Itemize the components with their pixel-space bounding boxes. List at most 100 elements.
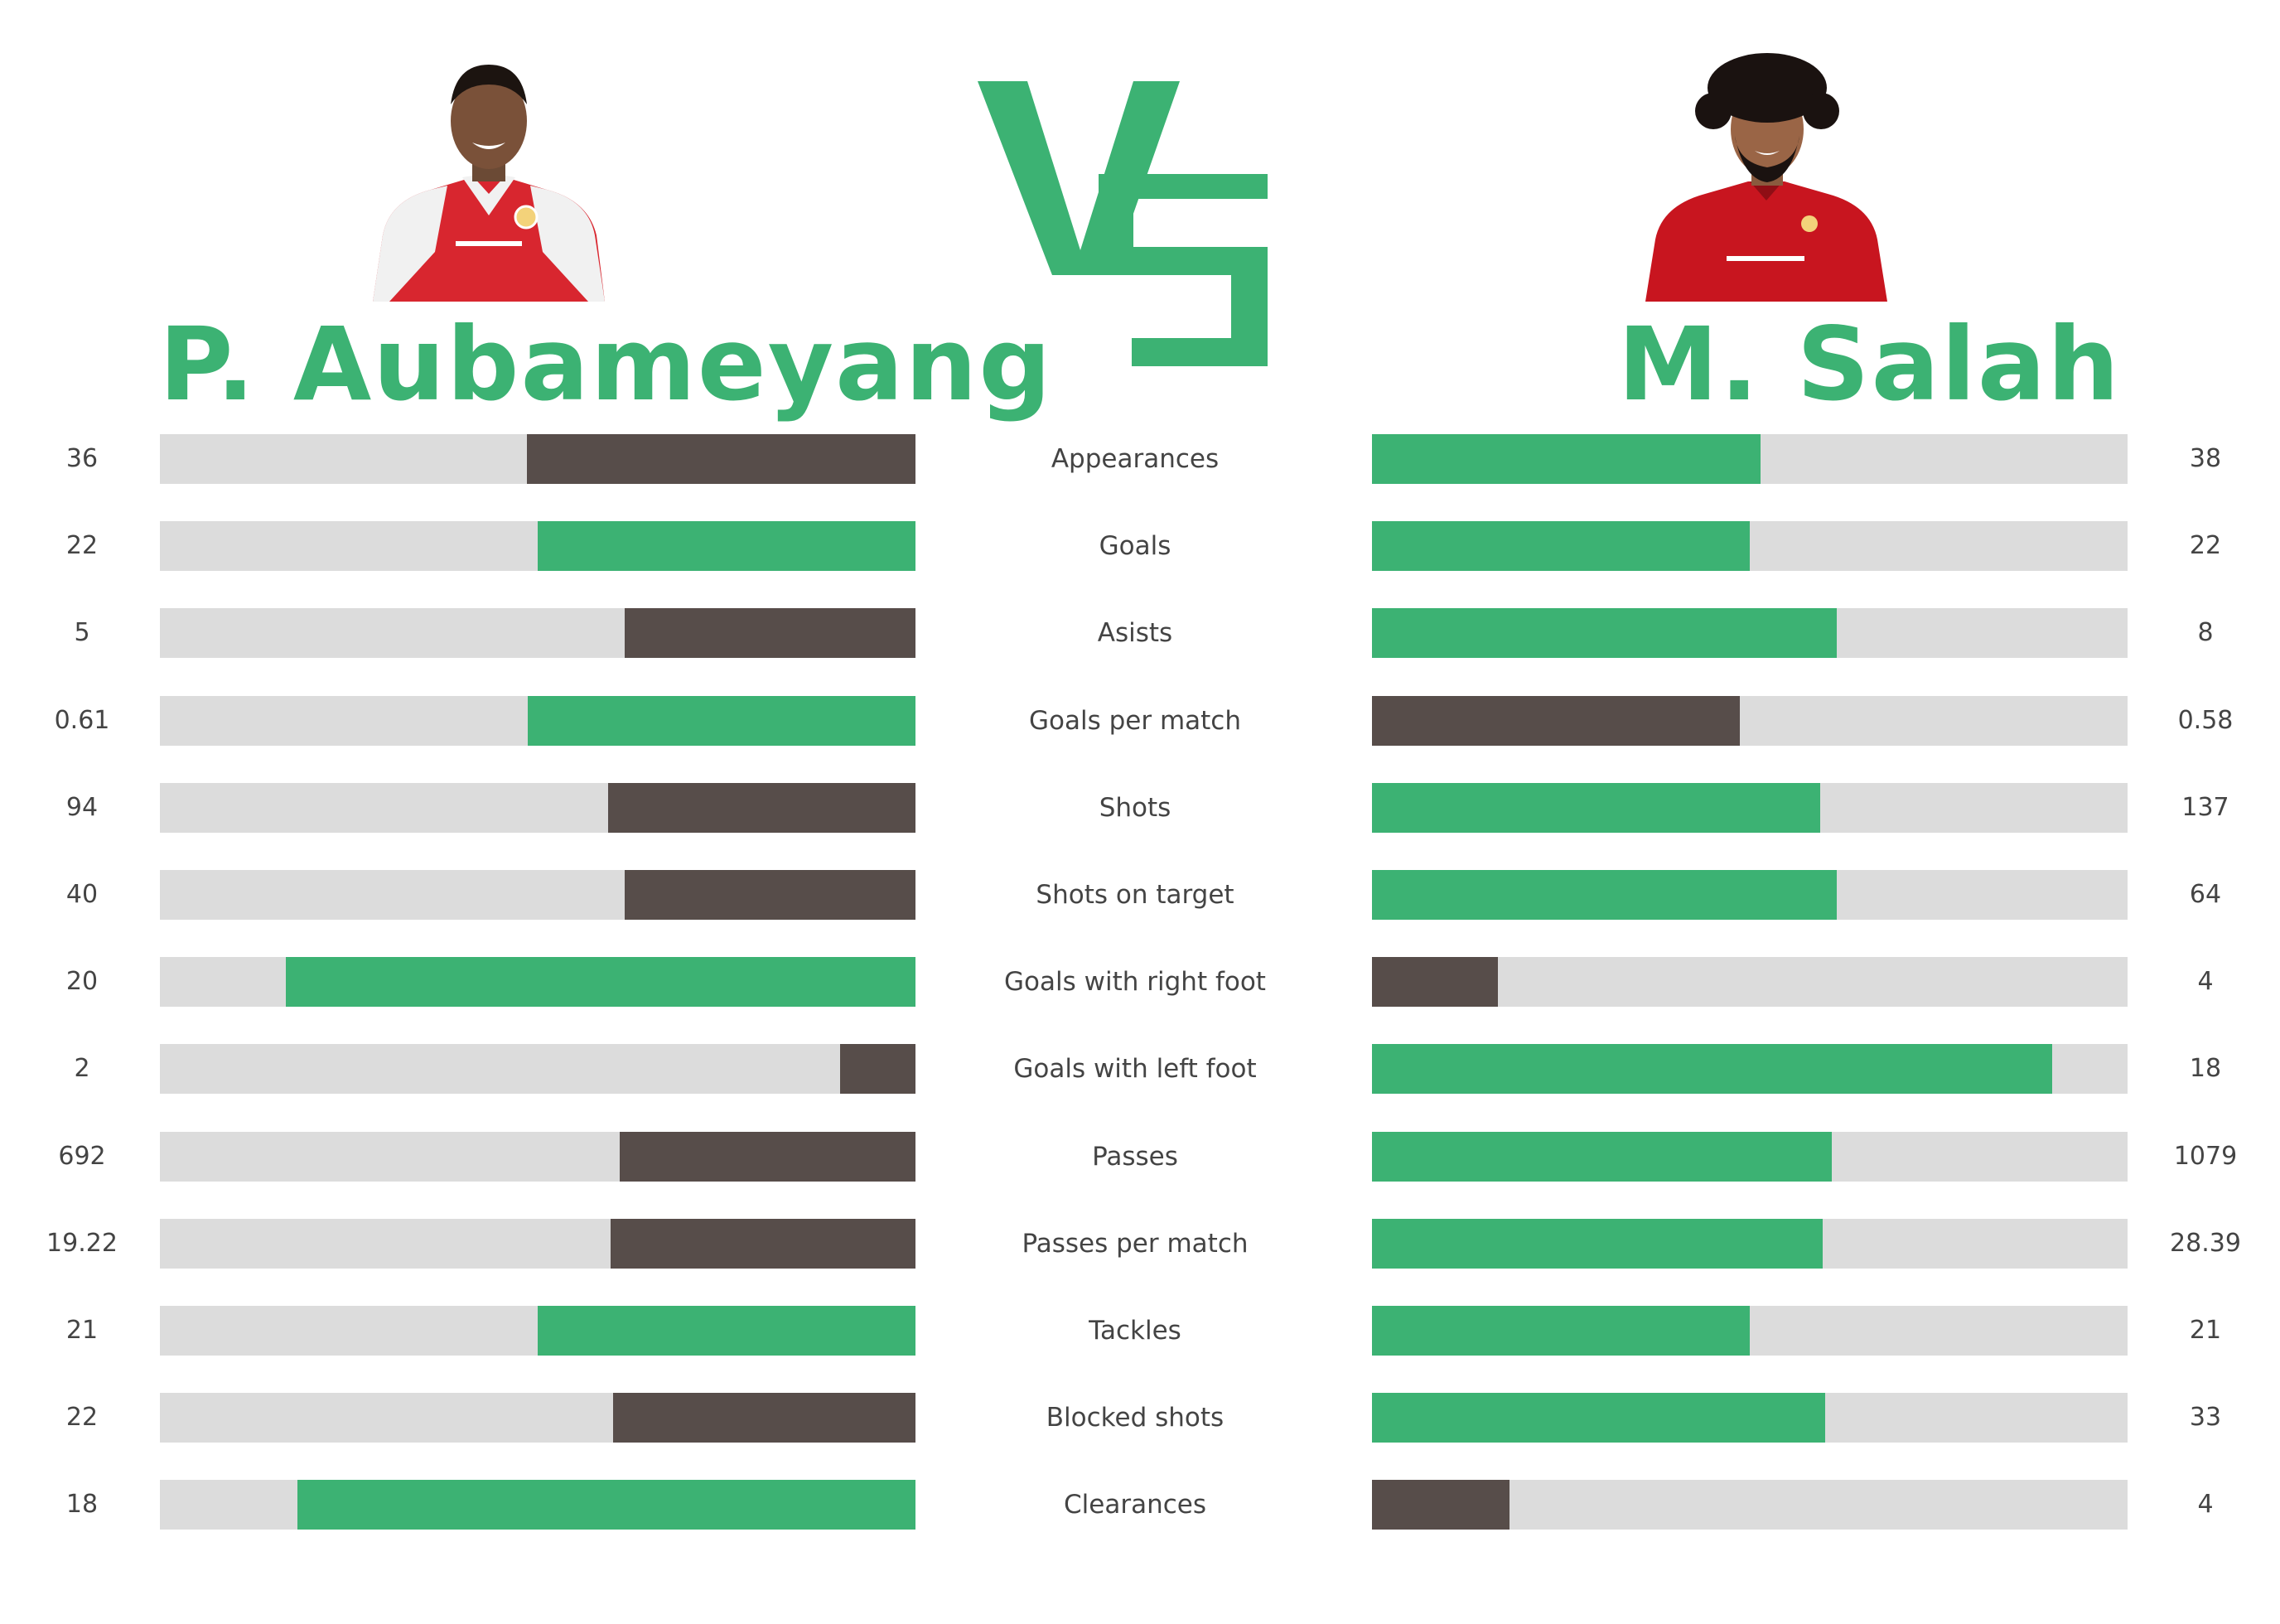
right-bar: [1372, 1218, 1823, 1269]
stat-category-label: Goals with left foot: [1013, 1054, 1257, 1085]
stat-category-label: Appearances: [1051, 444, 1220, 474]
left-value-label: 19.22: [46, 1228, 118, 1258]
right-bar-track: [1372, 1480, 2128, 1530]
left-bar-track: [160, 521, 915, 572]
left-bar-track: [160, 1131, 915, 1182]
stat-category-label: Passes: [1092, 1141, 1178, 1172]
right-value-label: 137: [2181, 792, 2229, 822]
left-value-label: 18: [65, 1490, 99, 1520]
left-value-label: 2: [74, 1054, 90, 1084]
right-value-label: 38: [2189, 444, 2222, 473]
stat-category-label: Goals: [1099, 531, 1171, 562]
stat-row: 2 Goals with left foot 18: [0, 1044, 2280, 1095]
right-bar-track: [1372, 434, 2128, 484]
left-bar-track: [160, 1306, 915, 1356]
stat-category-label: Asists: [1097, 618, 1173, 649]
left-bar-track: [160, 434, 915, 484]
right-bar-track: [1372, 870, 2128, 920]
right-value-label: 28.39: [2170, 1228, 2241, 1258]
right-value-label: 4: [2197, 967, 2214, 997]
right-bar-track: [1372, 608, 2128, 659]
right-bar-track: [1372, 1218, 2128, 1269]
stat-category-label: Passes per match: [1022, 1228, 1249, 1259]
right-bar: [1372, 870, 1837, 920]
right-bar-track: [1372, 1131, 2128, 1182]
left-bar-track: [160, 870, 915, 920]
left-bar-track: [160, 1044, 915, 1095]
stat-row: 5 Asists 8: [0, 608, 2280, 659]
stat-row: 22 Goals 22: [0, 521, 2280, 572]
left-value-label: 22: [65, 1403, 99, 1433]
right-bar: [1372, 1044, 2052, 1095]
player-photo-left: [356, 53, 621, 302]
stat-category-label: Clearances: [1064, 1490, 1206, 1520]
left-bar-track: [160, 608, 915, 659]
stat-row: 22 Blocked shots 33: [0, 1393, 2280, 1443]
right-bar: [1372, 957, 1498, 1008]
left-value-label: 94: [65, 792, 99, 822]
stat-row: 0.61 Goals per match 0.58: [0, 695, 2280, 746]
left-bar: [297, 1480, 915, 1530]
right-value-label: 4: [2197, 1490, 2214, 1520]
left-bar-track: [160, 695, 915, 746]
vs-graphic: [969, 66, 1284, 389]
stat-row: 19.22 Passes per match 28.39: [0, 1218, 2280, 1269]
left-bar: [625, 870, 915, 920]
left-bar: [608, 782, 915, 833]
left-value-label: 40: [65, 880, 99, 909]
left-value-label: 36: [65, 444, 99, 473]
stat-row: 36 Appearances 38: [0, 434, 2280, 484]
right-value-label: 1079: [2173, 1141, 2238, 1171]
left-value-label: 22: [65, 531, 99, 561]
right-value-label: 33: [2189, 1403, 2222, 1433]
left-bar-track: [160, 1393, 915, 1443]
left-value-label: 20: [65, 967, 99, 997]
right-bar: [1372, 521, 1750, 572]
left-bar-track: [160, 957, 915, 1008]
left-value-label: 692: [58, 1141, 106, 1171]
player-photo-right: [1634, 53, 1899, 302]
right-bar-track: [1372, 782, 2128, 833]
right-bar-track: [1372, 695, 2128, 746]
left-bar-track: [160, 782, 915, 833]
left-bar: [527, 434, 915, 484]
right-bar: [1372, 608, 1837, 659]
right-bar: [1372, 695, 1740, 746]
player-name-right: M. Salah: [1617, 306, 2121, 423]
left-bar: [286, 957, 915, 1008]
right-value-label: 21: [2189, 1316, 2222, 1345]
right-bar: [1372, 1306, 1750, 1356]
stat-row: 20 Goals with right foot 4: [0, 957, 2280, 1008]
stat-row: 692 Passes 1079: [0, 1131, 2280, 1182]
left-bar: [620, 1131, 915, 1182]
right-bar-track: [1372, 1393, 2128, 1443]
right-value-label: 18: [2189, 1054, 2222, 1084]
stat-row: 40 Shots on target 64: [0, 870, 2280, 920]
left-bar: [625, 608, 915, 659]
left-bar: [528, 695, 915, 746]
stat-category-label: Tackles: [1089, 1316, 1181, 1346]
left-bar: [538, 521, 915, 572]
stat-category-label: Shots: [1099, 792, 1171, 823]
right-bar: [1372, 434, 1761, 484]
left-bar: [613, 1393, 915, 1443]
right-bar: [1372, 1480, 1510, 1530]
right-bar: [1372, 782, 1820, 833]
stat-category-label: Goals per match: [1029, 705, 1241, 736]
stat-category-label: Blocked shots: [1046, 1403, 1225, 1433]
left-bar: [611, 1218, 915, 1269]
left-value-label: 0.61: [54, 705, 110, 735]
stat-category-label: Goals with right foot: [1004, 967, 1266, 998]
stat-category-label: Shots on target: [1036, 880, 1234, 910]
right-bar-track: [1372, 957, 2128, 1008]
right-bar: [1372, 1393, 1825, 1443]
right-bar-track: [1372, 521, 2128, 572]
player-name-left: P. Aubameyang: [159, 306, 1053, 423]
right-value-label: 22: [2189, 531, 2222, 561]
stat-row: 94 Shots 137: [0, 782, 2280, 833]
left-value-label: 21: [65, 1316, 99, 1345]
left-bar: [840, 1044, 915, 1095]
right-value-label: 64: [2189, 880, 2222, 909]
left-value-label: 5: [74, 618, 90, 648]
right-bar-track: [1372, 1306, 2128, 1356]
